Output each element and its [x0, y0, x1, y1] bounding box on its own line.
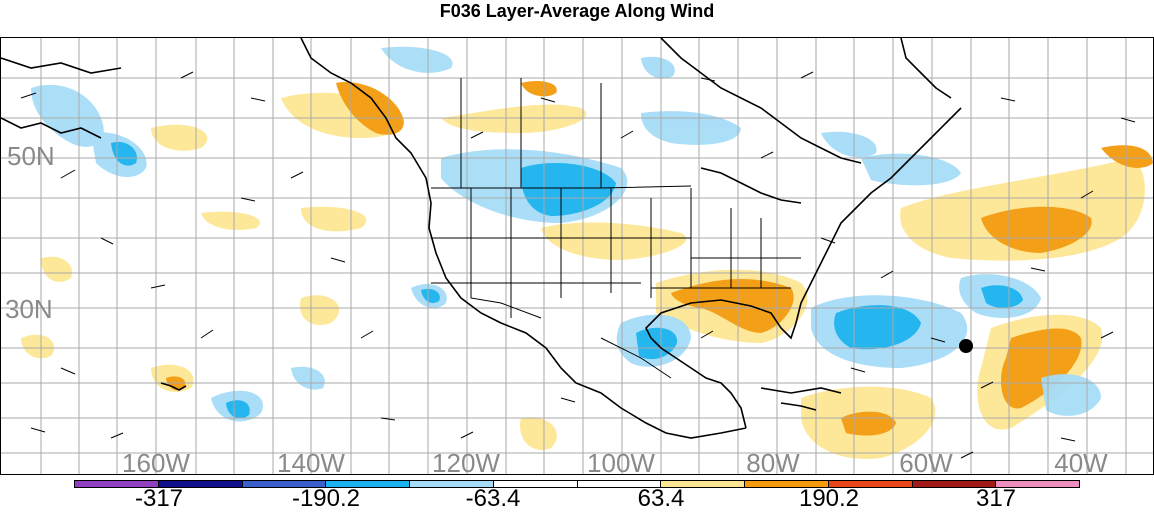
colorbar-swatch	[158, 481, 243, 487]
positive-anomaly-shading	[21, 81, 1153, 459]
colorbar-swatch	[828, 481, 913, 487]
lon-label-120w: 120W	[432, 448, 500, 475]
colorbar-swatch	[326, 481, 410, 487]
lon-label-140w: 140W	[277, 448, 345, 475]
colorbar-swatch	[410, 481, 494, 487]
colorbar-swatch	[242, 481, 327, 487]
colorbar-label: -317	[134, 485, 184, 512]
colorbar-label: 317	[975, 485, 1017, 512]
colorbar-swatch	[996, 481, 1079, 487]
lon-label-100w: 100W	[587, 448, 655, 475]
graticule	[1, 38, 1153, 474]
colorbar-swatch	[661, 481, 745, 487]
lon-label-160w: 160W	[122, 448, 190, 475]
colorbar-swatch	[493, 481, 578, 487]
colorbar-label: -190.2	[291, 485, 361, 512]
colorbar-label: 63.4	[637, 485, 685, 512]
colorbar	[74, 480, 1080, 488]
wind-barbs	[20, 71, 1136, 459]
lon-label-80w: 80W	[746, 448, 800, 475]
map-title: F036 Layer-Average Along Wind	[439, 1, 715, 21]
map-panel: 50N 30N 160W 140W 120W 100W 80W 60W 40W	[0, 37, 1154, 475]
map-canvas	[1, 38, 1153, 474]
lon-label-40w: 40W	[1054, 448, 1108, 475]
lon-label-60w: 60W	[899, 448, 953, 475]
colorbar-label: -63.4	[465, 485, 521, 512]
lat-label-50n: 50N	[7, 141, 55, 171]
colorbar-swatch	[577, 481, 662, 487]
negative-anomaly-shading	[31, 46, 1101, 422]
colorbar-swatch	[912, 481, 997, 487]
political-borders	[431, 78, 801, 379]
lat-label-30n: 30N	[5, 294, 53, 324]
coastlines	[1, 38, 962, 439]
colorbar-swatch	[75, 481, 159, 487]
colorbar-label: 190.2	[798, 485, 860, 512]
colorbar-swatch	[745, 481, 829, 487]
station-marker	[959, 339, 973, 353]
